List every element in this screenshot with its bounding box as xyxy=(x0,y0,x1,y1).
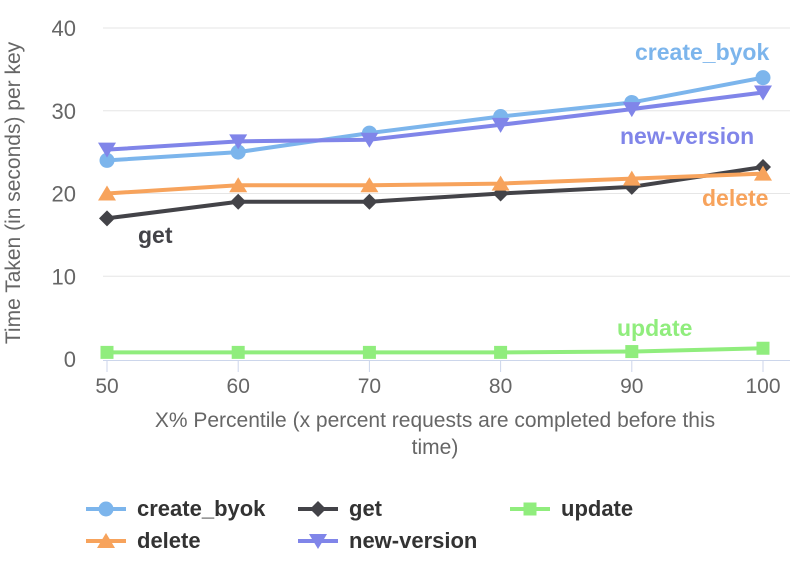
data-point-get-60[interactable] xyxy=(230,193,247,210)
data-point-update-50[interactable] xyxy=(100,345,114,359)
y-tick-label: 0 xyxy=(64,347,76,372)
data-point-delete-80[interactable] xyxy=(491,175,510,191)
data-point-new-version-60[interactable] xyxy=(229,134,248,150)
series-delete: delete xyxy=(98,165,772,211)
series-label-get: get xyxy=(138,222,173,248)
data-point-create_byok-60[interactable] xyxy=(230,144,246,160)
data-point-create_byok-50[interactable] xyxy=(99,152,115,168)
series-update: update xyxy=(100,315,770,359)
y-tick-label: 40 xyxy=(52,16,76,41)
legend-item-get[interactable]: get xyxy=(296,496,508,522)
data-point-new-version-80[interactable] xyxy=(491,117,510,133)
data-point-get-70[interactable] xyxy=(361,193,378,210)
x-tick-label: 70 xyxy=(358,375,381,398)
series-new-version: new-version xyxy=(98,85,772,158)
x-axis-title-line: time) xyxy=(412,436,459,459)
data-point-delete-70[interactable] xyxy=(360,177,379,193)
legend-item-update[interactable]: update xyxy=(508,496,720,522)
series-label-delete: delete xyxy=(702,185,768,211)
legend-label: update xyxy=(561,496,634,521)
series-line-update xyxy=(105,346,765,355)
line-chart-canvas: 0 10 20 30 40 50 60 70 80 90 100 Time Taken (in sec… xyxy=(2,16,790,459)
legend-marker-triangle-down-icon xyxy=(298,534,338,549)
series-label-new-version: new-version xyxy=(620,123,754,149)
x-tick-label: 100 xyxy=(745,375,780,398)
legend-label: create_byok xyxy=(137,496,266,521)
data-point-update-80[interactable] xyxy=(494,345,508,359)
legend-marker-diamond-icon xyxy=(298,501,338,517)
series-create_byok: create_byok xyxy=(99,39,771,168)
data-point-update-60[interactable] xyxy=(231,345,245,359)
series-line-new-version xyxy=(105,90,765,152)
series-line-get xyxy=(105,165,765,221)
legend-label: delete xyxy=(137,528,201,553)
series-line-create_byok xyxy=(105,75,765,163)
legend-marker-circle-icon xyxy=(86,501,126,517)
x-tick-label: 50 xyxy=(95,375,118,398)
legend-item-delete[interactable]: delete xyxy=(84,528,296,554)
x-tick-label: 60 xyxy=(227,375,250,398)
chart-legend: create_byok get update delete new-version xyxy=(84,496,799,554)
series-label-update: update xyxy=(617,315,692,341)
legend-item-new-version[interactable]: new-version xyxy=(296,528,508,554)
x-axis-title-line: X% Percentile (x percent requests are co… xyxy=(155,409,715,432)
data-point-update-100[interactable] xyxy=(756,341,770,355)
data-point-new-version-50[interactable] xyxy=(98,142,116,158)
data-point-update-70[interactable] xyxy=(362,345,376,359)
data-point-delete-100[interactable] xyxy=(754,165,772,181)
data-point-delete-60[interactable] xyxy=(229,177,248,193)
x-tick-label: 90 xyxy=(620,375,643,398)
data-point-new-version-100[interactable] xyxy=(754,85,772,101)
legend-marker-square-icon xyxy=(510,502,550,516)
series-label-create_byok: create_byok xyxy=(635,39,769,65)
legend-item-create_byok[interactable]: create_byok xyxy=(84,496,296,522)
y-axis-title: Time Taken (in seconds) per key xyxy=(2,41,25,344)
y-tick-label: 20 xyxy=(52,182,76,207)
legend-label: get xyxy=(349,496,382,521)
series-line-delete xyxy=(105,171,765,196)
y-tick-label: 30 xyxy=(52,99,76,124)
x-tick-label: 80 xyxy=(489,375,512,398)
data-point-delete-50[interactable] xyxy=(98,185,116,201)
y-tick-label: 10 xyxy=(52,264,76,289)
legend-marker-triangle-icon xyxy=(86,533,126,548)
legend-label: new-version xyxy=(349,528,478,553)
data-point-new-version-90[interactable] xyxy=(622,102,641,118)
data-point-new-version-70[interactable] xyxy=(360,132,379,148)
series-get: get xyxy=(99,159,771,248)
data-point-delete-90[interactable] xyxy=(622,170,641,186)
data-point-create_byok-100[interactable] xyxy=(755,70,771,86)
data-point-update-90[interactable] xyxy=(625,345,639,359)
data-point-get-50[interactable] xyxy=(99,210,115,227)
